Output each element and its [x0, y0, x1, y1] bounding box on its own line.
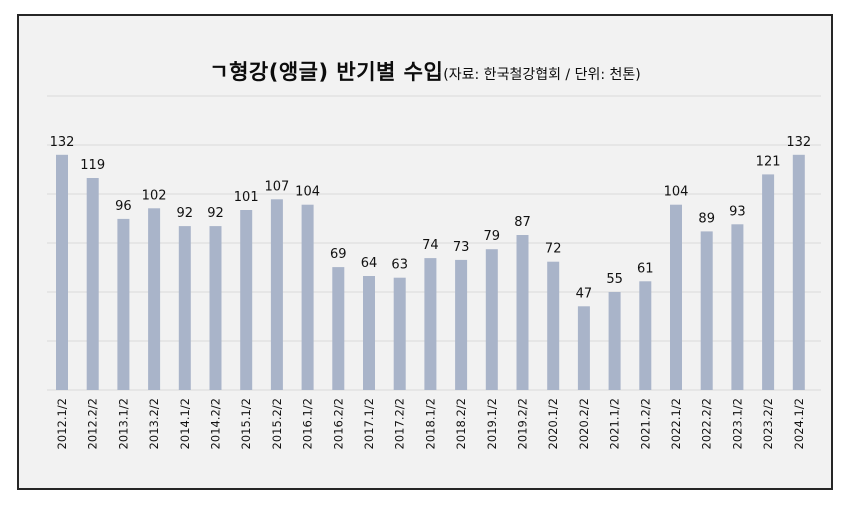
bar	[56, 154, 68, 390]
category-label: 2021.2/2	[638, 398, 652, 449]
bar	[700, 231, 713, 390]
category-label: 2012.1/2	[55, 398, 69, 449]
bar	[762, 174, 775, 390]
value-label: 107	[264, 179, 289, 194]
value-label: 119	[80, 158, 105, 173]
value-label: 74	[422, 238, 439, 253]
bar	[547, 261, 560, 390]
category-label: 2019.2/2	[516, 398, 530, 449]
bar	[393, 277, 406, 390]
chart-frame: ㄱ형강(앵글) 반기별 수입(자료: 한국철강협회 / 단위: 천톤) 132 1…	[17, 14, 833, 490]
value-label: 55	[606, 272, 623, 287]
value-label: 87	[514, 215, 531, 230]
value-label: 72	[545, 242, 562, 257]
bar	[577, 306, 590, 390]
bar	[332, 267, 345, 390]
value-label: 89	[698, 211, 715, 226]
category-label: 2017.1/2	[362, 398, 376, 449]
bar	[209, 226, 222, 390]
category-label: 2014.1/2	[178, 398, 192, 449]
value-label: 104	[295, 185, 320, 200]
bar	[485, 249, 498, 390]
value-label: 63	[391, 258, 408, 273]
chart-title: ㄱ형강(앵글) 반기별 수입	[209, 60, 444, 84]
category-label: 2020.1/2	[546, 398, 560, 449]
value-label: 121	[756, 154, 781, 169]
value-label: 102	[142, 188, 167, 203]
value-label: 61	[637, 261, 654, 276]
bar	[148, 208, 161, 390]
bar	[731, 224, 744, 390]
bar	[178, 226, 191, 390]
value-label: 104	[664, 185, 689, 200]
category-label: 2018.2/2	[454, 398, 468, 449]
category-label: 2022.2/2	[700, 398, 714, 449]
value-label: 47	[576, 286, 593, 301]
category-label: 2013.1/2	[116, 398, 130, 449]
category-label: 2022.1/2	[669, 398, 683, 449]
bar	[86, 178, 99, 390]
bar-chart: 132 119 96 102 92 92 101 107 104 69 64 63 74 73 79 87 72…	[47, 95, 821, 449]
bar	[792, 154, 805, 390]
category-label: 2014.2/2	[209, 398, 223, 449]
bars	[56, 154, 805, 390]
value-label: 93	[729, 204, 746, 219]
value-label: 96	[115, 199, 132, 214]
chart-title-block: ㄱ형강(앵글) 반기별 수입(자료: 한국철강협회 / 단위: 천톤)	[19, 56, 831, 86]
value-label: 101	[234, 190, 259, 205]
category-label: 2019.1/2	[485, 398, 499, 449]
value-labels: 132 119 96 102 92 92 101 107 104 69 64 63 74 73 79 87 72…	[50, 135, 812, 301]
category-label: 2017.2/2	[393, 398, 407, 449]
chart-subtitle: (자료: 한국철강협회 / 단위: 천톤)	[443, 67, 641, 83]
category-label: 2013.2/2	[147, 398, 161, 449]
category-label: 2015.2/2	[270, 398, 284, 449]
bar	[424, 258, 437, 390]
bar	[270, 199, 283, 390]
bar	[516, 235, 529, 390]
bar	[301, 204, 314, 390]
bar	[608, 292, 621, 390]
category-label: 2021.1/2	[608, 398, 622, 449]
category-label: 2012.2/2	[86, 398, 100, 449]
value-label: 73	[453, 240, 470, 255]
category-label: 2015.1/2	[239, 398, 253, 449]
category-label: 2023.2/2	[761, 398, 775, 449]
bar	[639, 281, 652, 390]
value-label: 92	[177, 206, 194, 221]
bar	[455, 259, 468, 390]
category-labels: 2012.1/2 2012.2/2 2013.1/2 2013.2/2 2014.1/2…	[55, 398, 806, 449]
value-label: 132	[786, 135, 811, 150]
value-label: 92	[207, 206, 224, 221]
bar	[363, 276, 375, 390]
value-label: 69	[330, 247, 347, 262]
value-label: 64	[361, 256, 378, 271]
category-label: 2024.1/2	[792, 398, 806, 449]
category-label: 2023.1/2	[730, 398, 744, 449]
bar	[240, 210, 253, 390]
category-label: 2016.1/2	[301, 398, 315, 449]
category-label: 2018.1/2	[423, 398, 437, 449]
value-label: 79	[484, 229, 501, 244]
category-label: 2016.2/2	[331, 398, 345, 449]
value-label: 132	[50, 135, 75, 150]
category-label: 2020.2/2	[577, 398, 591, 449]
bar	[117, 218, 130, 390]
bar	[670, 204, 682, 390]
